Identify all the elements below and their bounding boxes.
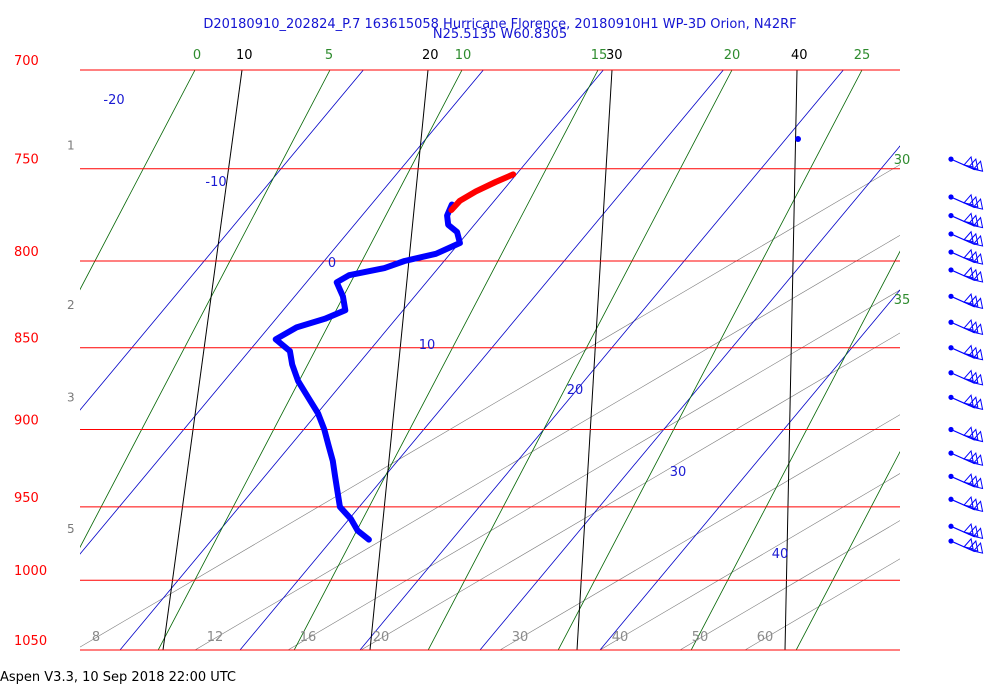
moist-adiabat-line [690, 250, 900, 650]
moist-adiabat-line [427, 70, 733, 650]
isotherm-label: 20 [422, 48, 439, 63]
isotherm-line [576, 70, 613, 650]
mixing-ratio-line [679, 520, 900, 650]
mixing-ratio-line [360, 332, 900, 650]
dry-adiabat-label: -20 [103, 93, 124, 108]
wind-barb [948, 155, 984, 172]
wind-barb [948, 318, 984, 335]
mixing-ratio-label: 12 [207, 630, 224, 645]
mixing-ratio-label: 30 [512, 630, 529, 645]
mixing-ratio-label: 16 [300, 630, 317, 645]
dry-adiabat-line [599, 289, 900, 650]
isotherm-line [162, 70, 243, 650]
dry-adiabat-line [119, 70, 604, 650]
moist-adiabat-label: 35 [894, 293, 911, 308]
wind-barb [948, 193, 984, 210]
dry-adiabat-label: 30 [670, 465, 687, 480]
mixing-ratio-label: 8 [92, 630, 100, 645]
moist-adiabat-line [157, 70, 463, 650]
pressure-tick-label: 850 [14, 332, 39, 347]
dry-adiabat-label: 0 [328, 256, 336, 271]
dry-adiabat-line [80, 70, 364, 411]
moist-adiabat-label: 10 [455, 48, 472, 63]
pressure-tick-label: 1050 [14, 634, 47, 649]
mixing-ratio-line [599, 473, 900, 650]
isotherm-line [784, 70, 798, 650]
height-label: 5 [67, 522, 75, 536]
temperature-trace [272, 201, 463, 543]
height-label: 1 [67, 139, 75, 153]
wind-barb [948, 449, 984, 466]
wind-barb [948, 394, 984, 411]
dry-adiabat-line [239, 70, 724, 650]
chart-title-line2: N25.5135 W60.8305 [432, 27, 568, 42]
wind-barb [948, 537, 984, 554]
mixing-ratio-label: 60 [757, 630, 774, 645]
moist-adiabat-label: 5 [325, 48, 333, 63]
wind-barb [948, 212, 984, 229]
mixing-ratio-label: 20 [373, 630, 390, 645]
isotherm-line [369, 70, 429, 650]
wind-barb [948, 496, 984, 512]
mixing-ratio-line [80, 164, 900, 648]
moist-adiabat-label: 25 [854, 48, 871, 63]
wind-barb [948, 266, 984, 283]
wind-barb [948, 344, 984, 361]
moist-adiabat-label: 0 [193, 48, 201, 63]
wind-barb [948, 369, 984, 386]
height-label: 2 [67, 298, 75, 312]
wind-barb [948, 426, 984, 443]
pressure-tick-label: 900 [14, 413, 39, 428]
moist-adiabat-label: 20 [724, 48, 741, 63]
data-point [795, 136, 801, 142]
mixing-ratio-line [744, 558, 900, 650]
dry-adiabat-label: -10 [205, 175, 226, 190]
wind-barb [948, 248, 984, 265]
moist-adiabat-line [80, 70, 331, 549]
moist-adiabat-line [795, 450, 900, 650]
dry-adiabat-line [80, 70, 484, 555]
mixing-ratio-line [287, 289, 900, 650]
mixing-ratio-label: 50 [692, 630, 709, 645]
mixing-ratio-line [194, 234, 900, 650]
height-label: 3 [67, 390, 75, 404]
dry-adiabat-line [359, 70, 844, 650]
moist-adiabat-label: 15 [591, 48, 608, 63]
wind-barb [948, 230, 984, 247]
wind-barb-column [948, 155, 984, 554]
dry-adiabat-line [479, 145, 900, 650]
moist-adiabat-line [80, 70, 196, 291]
pressure-tick-label: 1000 [14, 564, 47, 579]
pressure-tick-label: 950 [14, 491, 39, 506]
dry-adiabat-label: 10 [419, 338, 436, 353]
pressure-tick-label: 700 [14, 54, 39, 69]
wind-barb [948, 523, 984, 539]
isotherm-label: 30 [606, 48, 623, 63]
moist-adiabat-label: 30 [894, 153, 911, 168]
pressure-tick-label: 800 [14, 245, 39, 260]
isotherm-label: 40 [791, 48, 808, 63]
footer-version: Aspen V3.3, 10 Sep 2018 22:00 UTC [0, 670, 237, 685]
mixing-ratio-label: 40 [612, 630, 629, 645]
moist-adiabat-line [557, 70, 863, 650]
moist-adiabat-line [293, 70, 599, 650]
isotherm-label: 10 [236, 48, 253, 63]
dry-adiabat-label: 40 [772, 547, 789, 562]
dry-adiabat-label: 20 [567, 383, 584, 398]
wind-barb [948, 473, 984, 490]
mixing-ratio-line [499, 414, 900, 650]
dewpoint-trace [448, 171, 517, 213]
wind-barb [948, 293, 984, 310]
chart-title-line1: D20180910_202824_P.7 163615058 Hurricane… [203, 17, 797, 32]
pressure-tick-label: 750 [14, 153, 39, 168]
